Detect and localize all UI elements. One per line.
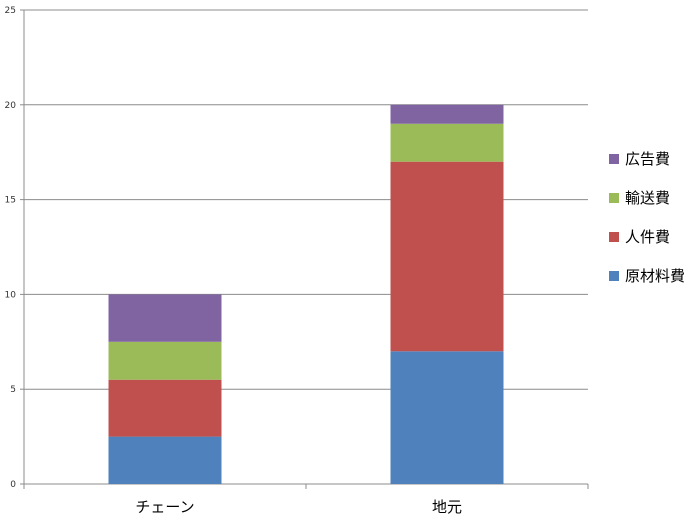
bar-segment-0-0 bbox=[108, 436, 222, 484]
axis-labels: 0 5 10 15 20 25 チェーン 地元 bbox=[5, 6, 462, 516]
bar-segment-0-1 bbox=[108, 379, 222, 437]
bar-segment-1-0 bbox=[390, 351, 504, 484]
bar-segment-1-1 bbox=[390, 161, 504, 352]
x-category-label: チェーン bbox=[135, 498, 194, 516]
legend-label: 広告費 bbox=[625, 150, 670, 168]
bars bbox=[108, 104, 504, 484]
bar-segment-0-2 bbox=[108, 341, 222, 380]
bar-segment-1-2 bbox=[390, 123, 504, 162]
legend-label: 輸送費 bbox=[625, 189, 670, 207]
bar-segment-1-3 bbox=[390, 104, 504, 124]
y-tick-label: 20 bbox=[5, 101, 17, 111]
y-tick-label: 10 bbox=[5, 290, 17, 300]
legend-swatch bbox=[609, 193, 619, 203]
legend-swatch bbox=[609, 154, 619, 164]
y-tick-label: 0 bbox=[10, 480, 16, 490]
bar-segment-0-3 bbox=[108, 294, 222, 342]
legend-label: 原材料費 bbox=[625, 267, 685, 285]
y-tick-label: 25 bbox=[5, 6, 16, 16]
legend-swatch bbox=[609, 271, 619, 281]
legend-swatch bbox=[609, 232, 619, 242]
y-tick-label: 5 bbox=[10, 385, 16, 395]
y-tick-label: 15 bbox=[5, 196, 16, 206]
x-category-label: 地元 bbox=[432, 498, 462, 516]
legend-label: 人件費 bbox=[625, 228, 670, 246]
